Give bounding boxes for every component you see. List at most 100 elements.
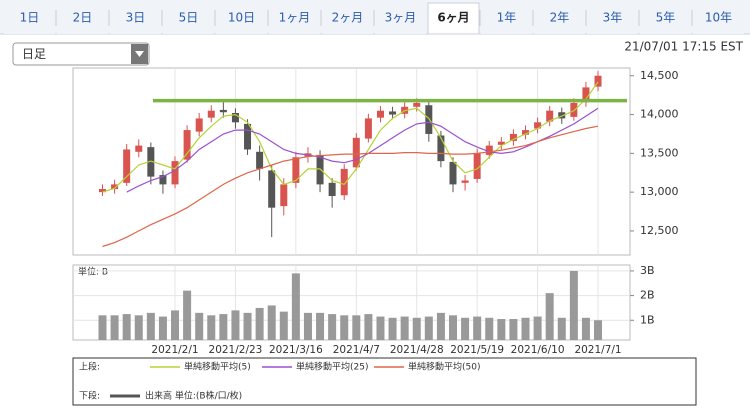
volume-bar: [98, 315, 107, 340]
tab-label[interactable]: 2ヶ月: [332, 11, 364, 25]
tab-label[interactable]: 5日: [179, 11, 199, 25]
candle-body: [376, 110, 384, 118]
tab[interactable]: [693, 3, 744, 34]
tab[interactable]: [375, 3, 426, 34]
candle-body: [280, 184, 288, 207]
tab-label[interactable]: 2年: [550, 11, 570, 25]
x-tick-label: 2021/4/28: [390, 344, 444, 356]
x-tick-label: 2021/6/10: [511, 344, 565, 356]
candle-body: [594, 75, 602, 87]
candle-body: [364, 118, 372, 139]
volume-bar: [303, 312, 312, 340]
candle-body: [135, 145, 143, 152]
volume-bar: [279, 311, 288, 340]
legend-label: 単純移動平均(25): [296, 361, 368, 373]
candle-body: [449, 161, 457, 185]
candle-body: [558, 112, 566, 119]
volume-bar: [448, 315, 457, 340]
legend-lower-label: 下段:: [79, 390, 100, 402]
moving-average-line: [126, 107, 599, 193]
legend-upper-label: 上段:: [79, 361, 100, 373]
volume-bar: [146, 312, 155, 340]
volume-bar: [207, 315, 216, 340]
tab[interactable]: [640, 3, 691, 34]
tab[interactable]: [269, 3, 320, 34]
tab[interactable]: [322, 3, 373, 34]
y-tick-label: 1B: [640, 313, 655, 326]
candle-body: [123, 149, 131, 183]
x-tick-label: 2021/4/7: [333, 344, 380, 356]
timestamp: 21/07/01 17:15 EST: [624, 40, 743, 54]
volume-bar: [195, 312, 204, 340]
tab-label[interactable]: 1日: [20, 11, 40, 25]
tab-label[interactable]: 2日: [73, 11, 93, 25]
volume-bar: [569, 270, 578, 340]
candle-body: [522, 130, 530, 135]
tab-label[interactable]: 1ヶ月: [279, 11, 311, 25]
dropdown[interactable]: [12, 42, 150, 66]
x-tick-label: 2021/2/23: [209, 344, 263, 356]
volume-bar: [219, 314, 228, 340]
candle-body: [509, 133, 517, 141]
tab-label[interactable]: 5年: [656, 11, 676, 25]
tab-label[interactable]: 10年: [705, 11, 732, 25]
tab[interactable]: [427, 2, 480, 35]
candle-body: [328, 182, 336, 197]
candle-body: [461, 180, 469, 183]
volume-unit: 単位: B: [78, 266, 108, 278]
tab[interactable]: [481, 3, 532, 34]
tab[interactable]: [57, 3, 108, 34]
candle-body: [195, 118, 203, 132]
candle-body: [413, 102, 421, 107]
x-tick-label: 2021/5/19: [450, 344, 504, 356]
volume-bar: [158, 316, 167, 340]
tab[interactable]: [163, 3, 214, 34]
tab-label[interactable]: 10日: [228, 11, 255, 25]
candle-body: [183, 130, 191, 160]
candle-body: [244, 123, 252, 150]
tab-label[interactable]: 3ヶ月: [385, 11, 417, 25]
tab-label[interactable]: 3日: [126, 11, 146, 25]
candle-body: [159, 175, 167, 185]
y-tick-label: 3B: [640, 264, 655, 277]
y-tick-label: 14,500: [640, 69, 679, 82]
volume-bar: [316, 312, 325, 340]
tab-label[interactable]: 1年: [497, 11, 517, 25]
tab-label[interactable]: 3年: [603, 11, 623, 25]
candle-body: [497, 141, 505, 145]
candle-body: [268, 170, 276, 208]
volume-bar: [400, 316, 409, 340]
legend-label: 単純移動平均(50): [408, 361, 480, 373]
dropdown-arrow: [135, 51, 144, 57]
candle-body: [570, 102, 578, 117]
x-tick-label: 2021/7/1: [574, 344, 621, 356]
volume-bar: [594, 320, 603, 340]
volume-bar: [388, 317, 397, 340]
candle-body: [99, 189, 106, 193]
tab[interactable]: [534, 3, 585, 34]
tab[interactable]: [110, 3, 161, 34]
volume-bar: [291, 273, 300, 340]
volume-bar: [134, 315, 143, 340]
y-tick-label: 2B: [640, 289, 655, 302]
legend-box: [72, 357, 697, 406]
candle-body: [256, 151, 264, 169]
candle-body: [207, 110, 215, 118]
tab[interactable]: [4, 3, 55, 34]
tab-label[interactable]: 6ヶ月: [437, 11, 469, 25]
tab[interactable]: [216, 3, 267, 34]
moving-average-line: [102, 125, 599, 248]
volume-bar: [533, 316, 542, 340]
volume-bar: [376, 316, 385, 340]
candle-body: [389, 111, 397, 115]
legend-label: 出来高 単位:(B株/口/枚): [145, 390, 242, 402]
volume-bar: [461, 317, 470, 340]
y-tick-label: 13,000: [640, 185, 679, 198]
volume-bar: [485, 317, 494, 340]
tabs: 1日 2日 3日 5日 10日 1ヶ月 2ヶ月 3ヶ月 6ヶ月 1年 2年 3年 5年 10年: [4, 2, 744, 35]
y-tick-label: 14,000: [640, 108, 679, 121]
volume-bar: [581, 317, 590, 340]
tab[interactable]: [587, 3, 638, 34]
candle-body: [546, 110, 554, 122]
